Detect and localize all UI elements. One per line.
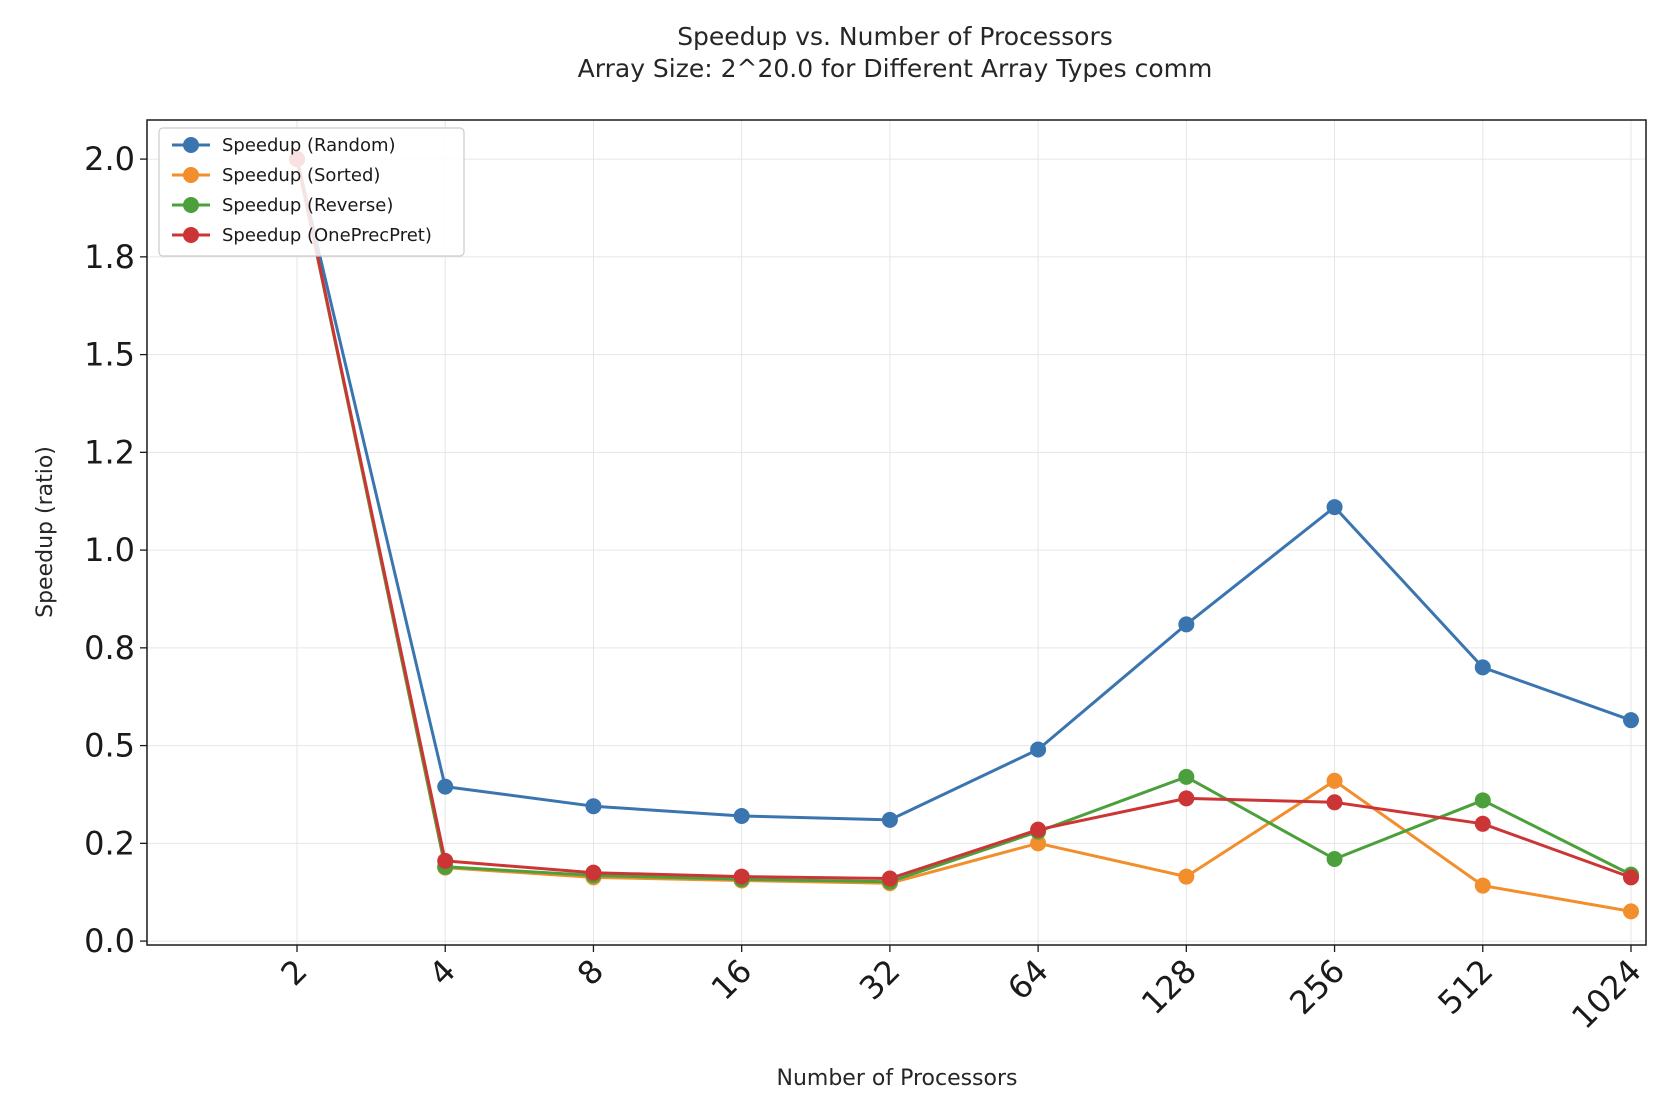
data-point	[1178, 790, 1195, 807]
legend-swatch-marker	[183, 197, 199, 213]
data-point	[1474, 792, 1491, 809]
x-tick-label: 2	[273, 952, 314, 993]
x-tick-label: 256	[1282, 952, 1352, 1022]
data-point	[1178, 616, 1195, 633]
data-point	[1030, 835, 1047, 852]
grid	[147, 120, 1646, 945]
data-point	[1474, 815, 1491, 832]
data-point	[1178, 768, 1195, 785]
y-tick-label: 1.0	[84, 531, 135, 569]
x-tick-label: 128	[1134, 952, 1204, 1022]
data-point	[1474, 659, 1491, 676]
data-point	[1474, 877, 1491, 894]
data-point	[1030, 741, 1047, 758]
data-point	[585, 798, 602, 815]
series-line	[295, 158, 1632, 880]
axis-ticks: 2 4 8 16 32 64 128 256 512 1024 0.0 0.2 0.5 0.8 1.0 1.2…	[84, 140, 1649, 1036]
legend: Speedup (Random) Speedup (Sorted) Speedup …	[158, 127, 465, 257]
y-tick-label: 1.5	[84, 336, 135, 374]
y-tick-label: 0.2	[84, 824, 135, 862]
data-point	[881, 870, 898, 887]
legend-box	[158, 127, 465, 257]
chart-subtitle: Array Size: 2^20.0 for Different Array T…	[578, 54, 1213, 83]
y-tick-label: 1.2	[84, 433, 135, 471]
data-point	[1326, 794, 1343, 811]
x-tick-label: 32	[852, 952, 908, 1008]
legend-swatch-marker	[183, 227, 199, 243]
data-point	[437, 778, 454, 795]
plot-series	[289, 151, 1639, 920]
series-2	[289, 151, 1639, 920]
y-tick-label: 0.8	[84, 629, 135, 667]
series-line	[295, 158, 1632, 913]
legend-label: Speedup (Sorted)	[222, 165, 380, 186]
x-tick-label: 512	[1430, 952, 1500, 1022]
series-1	[289, 151, 1639, 828]
y-tick-label: 2.0	[84, 140, 135, 178]
plot-frame	[146, 119, 1647, 946]
series-line	[295, 158, 1632, 884]
legend-label: Speedup (Random)	[222, 135, 396, 156]
x-axis-label: Number of Processors	[777, 1066, 1018, 1091]
x-tick-label: 8	[570, 952, 611, 993]
data-point	[1623, 712, 1639, 729]
data-point	[1623, 903, 1639, 920]
series-4	[289, 151, 1639, 887]
data-point	[733, 868, 750, 885]
data-point	[585, 864, 602, 881]
x-tick-label: 4	[422, 952, 463, 993]
data-point	[437, 852, 454, 869]
data-point	[1030, 821, 1047, 838]
y-tick-label: 0.0	[84, 922, 135, 960]
data-point	[733, 807, 750, 824]
x-tick-label: 64	[1000, 952, 1056, 1008]
data-point	[1326, 850, 1343, 867]
x-tick-label: 16	[704, 952, 760, 1008]
legend-label: Speedup (Reverse)	[222, 195, 393, 216]
data-point	[1326, 499, 1343, 516]
y-tick-label: 1.8	[84, 238, 135, 276]
series-3	[289, 151, 1639, 890]
x-tick-label: 1024	[1564, 952, 1648, 1036]
data-point	[1623, 869, 1639, 886]
data-point	[1178, 868, 1195, 885]
chart-title: Speedup vs. Number of Processors	[677, 22, 1113, 51]
legend-swatch-marker	[183, 137, 199, 153]
y-axis-label: Speedup (ratio)	[33, 446, 58, 618]
series-line	[295, 158, 1632, 822]
data-point	[1326, 772, 1343, 789]
data-point	[881, 811, 898, 828]
legend-label: Speedup (OnePrecPret)	[222, 225, 432, 246]
y-tick-label: 0.5	[84, 727, 135, 765]
legend-swatch-marker	[183, 167, 199, 183]
